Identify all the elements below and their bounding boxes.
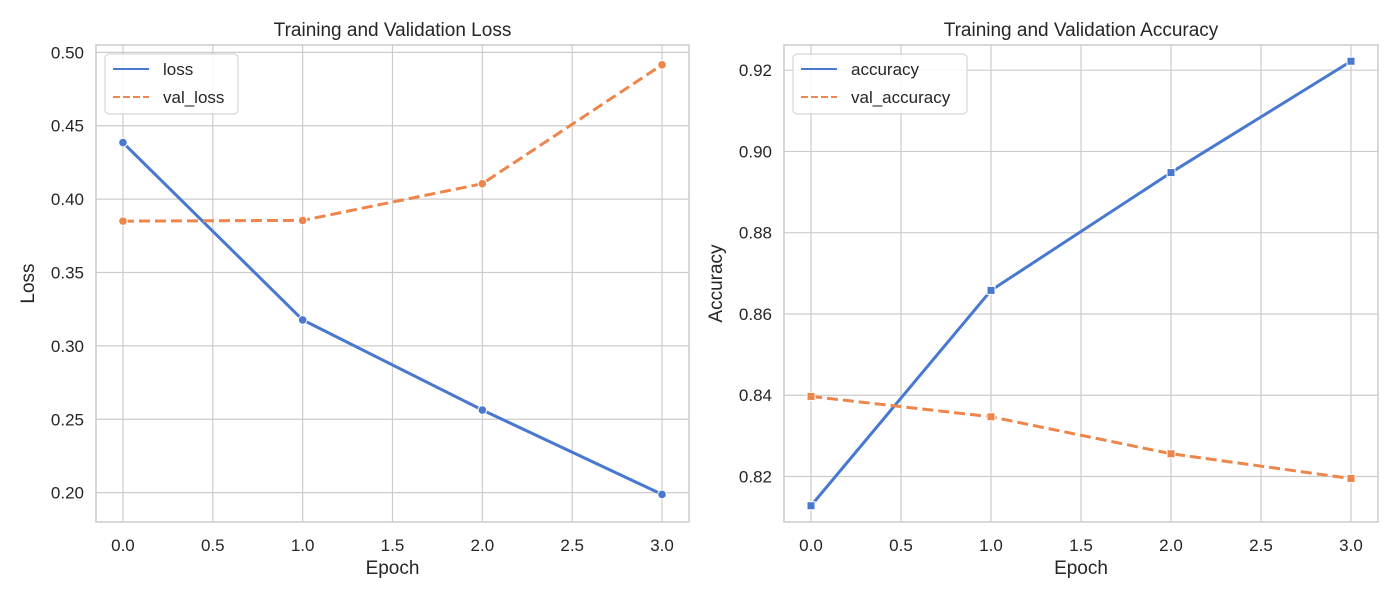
x-tick-label: 0.5 [889, 536, 913, 555]
data-point [297, 215, 308, 226]
data-point [986, 285, 996, 295]
y-tick-label: 0.84 [739, 386, 772, 405]
y-tick-label: 0.88 [739, 224, 772, 243]
legend: loss val_loss [104, 53, 239, 115]
chart-2: 0.0 0.5 1.0 1.5 2.0 2.5 3.0 0.82 0.84 0.86 0.88 0.9… [706, 20, 1379, 579]
y-tick-label: 0.90 [739, 142, 772, 161]
x-axis-label: Epoch [366, 558, 420, 579]
x-tick-label: 1.0 [979, 536, 1003, 555]
series-accuracy [806, 56, 1356, 511]
series-line [121, 141, 663, 496]
legend: accuracy val_accuracy [792, 53, 968, 115]
chart-1: 0.0 0.5 1.0 1.5 2.0 2.5 3.0 0.20 0.25 0.30 0.35 0.4… [18, 20, 690, 579]
data-point [657, 60, 667, 70]
plot-frame [783, 44, 1379, 523]
data-point [477, 405, 488, 415]
y-axis-label: Loss [18, 263, 39, 303]
x-tick-label: 2.5 [560, 536, 584, 555]
y-tick-label: 0.25 [51, 410, 84, 429]
x-tick-label: 0.5 [201, 536, 225, 555]
legend-entry-loss: loss [163, 60, 193, 79]
x-axis-label: Epoch [1054, 558, 1108, 579]
data-point [806, 391, 816, 401]
x-tick-label: 1.0 [291, 536, 315, 555]
y-axis-label: Accuracy [706, 244, 727, 323]
data-point [806, 501, 816, 511]
x-tick-label: 2.0 [1159, 536, 1183, 555]
y-tick-label: 0.20 [51, 484, 84, 503]
series-line [809, 59, 1352, 507]
data-point [477, 178, 488, 189]
data-point [657, 489, 667, 500]
y-tick-label: 0.40 [51, 190, 84, 209]
plot-frame [95, 44, 690, 523]
chart-title: Training and Validation Loss [274, 20, 512, 41]
chart-title: Training and Validation Accuracy [944, 20, 1219, 41]
series-loss [118, 137, 667, 500]
y-tick-label: 0.82 [739, 467, 772, 486]
x-tick-label: 2.0 [471, 536, 495, 555]
legend-entry-val_accuracy: val_accuracy [851, 88, 951, 107]
data-point [1166, 449, 1176, 459]
x-tick-label: 3.0 [650, 536, 674, 555]
x-tick-label: 1.5 [381, 536, 405, 555]
x-tick-label: 0.0 [111, 536, 135, 555]
series-val_loss [118, 60, 667, 226]
legend-entry-val_loss: val_loss [163, 88, 224, 107]
gridlines [96, 45, 689, 522]
x-tick-label: 3.0 [1339, 536, 1363, 555]
data-point [297, 315, 308, 325]
x-tick-label: 1.5 [1069, 536, 1093, 555]
data-point [986, 412, 996, 422]
y-tick-label: 0.30 [51, 337, 84, 356]
y-tick-label: 0.45 [51, 117, 84, 136]
x-tick-label: 2.5 [1249, 536, 1273, 555]
y-tick-label: 0.86 [739, 305, 772, 324]
y-tick-label: 0.92 [739, 61, 772, 80]
y-tick-label: 0.35 [51, 263, 84, 282]
series-line [122, 63, 663, 223]
data-point [1346, 474, 1356, 484]
y-tick-label: 0.50 [51, 43, 84, 62]
series-line [810, 394, 1352, 481]
x-tick-label: 0.0 [799, 536, 823, 555]
data-point [1166, 168, 1176, 178]
legend-entry-accuracy: accuracy [851, 60, 920, 79]
data-point [118, 216, 128, 226]
data-point [118, 137, 128, 148]
gridlines [784, 45, 1378, 522]
series-val_accuracy [806, 391, 1356, 484]
data-point [1346, 56, 1356, 66]
